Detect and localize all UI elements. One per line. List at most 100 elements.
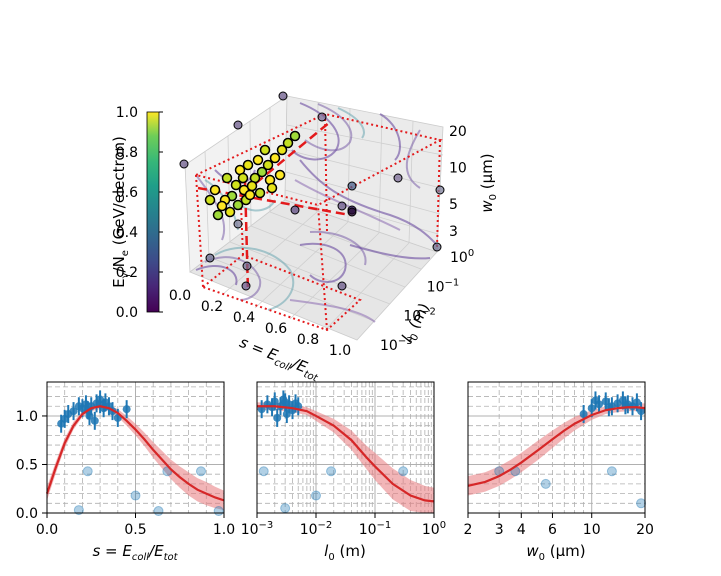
- scatter3d-point: [282, 137, 294, 149]
- scatter3d-point: [269, 152, 281, 164]
- plot3d: 0.0 0.2 0.4 0.6 0.8 1.0 100 10−1 10−2 10−3 20 10 5…: [169, 91, 499, 385]
- mean-line: [257, 405, 435, 503]
- w-tick-label-3d: 3: [449, 224, 458, 240]
- w0-axis-label: w0 (μm): [526, 542, 585, 563]
- mean-line: [467, 406, 646, 487]
- outlier-point: [540, 478, 551, 489]
- confidence-band: [47, 403, 224, 511]
- s-tick-label-3d: 1.0: [329, 343, 351, 359]
- x-tick-label: 10: [583, 522, 601, 538]
- scatter3d: [179, 91, 445, 291]
- s-tick-label-3d: 0.8: [297, 332, 319, 348]
- colorbar-tick-label: 0.2: [116, 265, 138, 281]
- scatter3d-point: [233, 219, 243, 229]
- scatter3d-point: [274, 169, 286, 181]
- scatter3d-point: [241, 281, 251, 291]
- mean-line: [45, 405, 225, 502]
- x-tick-label: 20: [636, 522, 654, 538]
- confidence-band: [257, 402, 434, 513]
- data-point: [282, 410, 291, 419]
- scatter3d-point: [233, 120, 243, 130]
- x-tick-label: 0.5: [124, 522, 146, 538]
- axes-frame: [467, 381, 646, 514]
- colorbar: 0.0 0.2 0.4 0.6 0.8 1.0 Eγ/Ne (GeV/electron): [110, 105, 163, 321]
- data-point: [69, 407, 78, 416]
- scatter3d-point: [244, 189, 256, 201]
- scatter3d-point: [254, 187, 266, 199]
- outlier-point: [326, 466, 337, 477]
- scatter3d-point: [242, 159, 254, 171]
- scatter3d-point: [432, 242, 442, 252]
- colorbar-tick-label: 0.4: [116, 225, 138, 241]
- w-tick-label-3d: 20: [449, 124, 467, 140]
- s-tick-label-3d: 0.4: [233, 310, 255, 326]
- panel-l0: 10−3 10−2 10−1 100: [241, 381, 446, 538]
- outlier-point: [636, 498, 647, 509]
- scatter3d-point: [252, 154, 264, 166]
- data-point: [632, 398, 641, 407]
- scatter3d-point: [242, 261, 252, 271]
- outlier-point: [280, 503, 291, 514]
- y-tick-label: 0.5: [16, 457, 38, 473]
- s-axis-label: s = Ecoll/Etot: [92, 542, 178, 563]
- x-tick-label: 10−1: [359, 520, 392, 538]
- data-point: [96, 395, 105, 404]
- l-tick-label-3d: 10−1: [427, 277, 460, 295]
- scatter3d-point: [205, 253, 215, 263]
- axes-frame: [256, 381, 435, 514]
- scatter3d-point: [290, 205, 300, 215]
- scatter3d-point: [289, 130, 301, 142]
- scatter3d-point: [435, 185, 445, 195]
- scatter3d-point: [317, 112, 327, 122]
- x-tick-label: 2: [464, 522, 473, 538]
- l-tick-label-3d: 10−3: [380, 336, 413, 354]
- scatter3d-point: [224, 206, 236, 218]
- data-point: [90, 416, 99, 425]
- w-axis-label-3d: w0 (μm): [478, 153, 499, 212]
- panel-w0: 2 3 4 6 10 20: [464, 381, 654, 538]
- scatter3d-point: [246, 180, 258, 192]
- scatter3d-point: [337, 201, 347, 211]
- data-point: [122, 405, 131, 414]
- x-tick-label: 100: [422, 520, 446, 538]
- scatter3d-point: [237, 172, 249, 184]
- l-tick-label-3d: 10−2: [403, 307, 436, 325]
- x-tick-label: 6: [548, 522, 557, 538]
- w-tick-label-3d: 5: [449, 197, 458, 213]
- data-point: [579, 410, 588, 419]
- y-tick-label: 0.0: [16, 506, 38, 522]
- s-tick-label-3d: 0.6: [265, 321, 287, 337]
- x-tick-label: 0.0: [36, 522, 58, 538]
- w-tick-label-3d: 10: [449, 161, 467, 177]
- x-tick-label: 10−3: [241, 520, 274, 538]
- scatter3d-point: [262, 159, 274, 171]
- scatter3d-point: [276, 144, 288, 156]
- outlier-point: [73, 505, 84, 516]
- s-tick-label-3d: 0.0: [169, 288, 191, 304]
- colorbar-tick-label: 1.0: [116, 105, 138, 121]
- scatter3d-point: [256, 166, 268, 178]
- scatter3d-point: [230, 179, 242, 191]
- s-tick-label-3d: 0.2: [201, 299, 223, 315]
- colorbar-tick-label: 0.0: [116, 305, 138, 321]
- scatter3d-point: [179, 159, 189, 169]
- scatter3d-point: [216, 200, 228, 212]
- outlier-point: [258, 466, 269, 477]
- pane-floor: [189, 199, 438, 341]
- x-tick-label: 1.0: [213, 522, 235, 538]
- data-point: [591, 396, 600, 405]
- outlier-point: [195, 466, 206, 477]
- data-point: [57, 419, 66, 428]
- scatter3d-point: [278, 91, 288, 101]
- outlier-point: [606, 466, 617, 477]
- data-point: [637, 407, 646, 416]
- colorbar-label: Eγ/Ne (GeV/electron): [110, 136, 131, 288]
- colorbar-tick-label: 0.8: [116, 145, 138, 161]
- colorbar-tick-label: 0.6: [116, 185, 138, 201]
- data-point: [279, 395, 288, 404]
- data-point: [291, 399, 300, 408]
- scatter3d-point: [212, 209, 224, 221]
- scatter3d-point: [347, 181, 357, 191]
- scatter3d-point: [266, 182, 278, 194]
